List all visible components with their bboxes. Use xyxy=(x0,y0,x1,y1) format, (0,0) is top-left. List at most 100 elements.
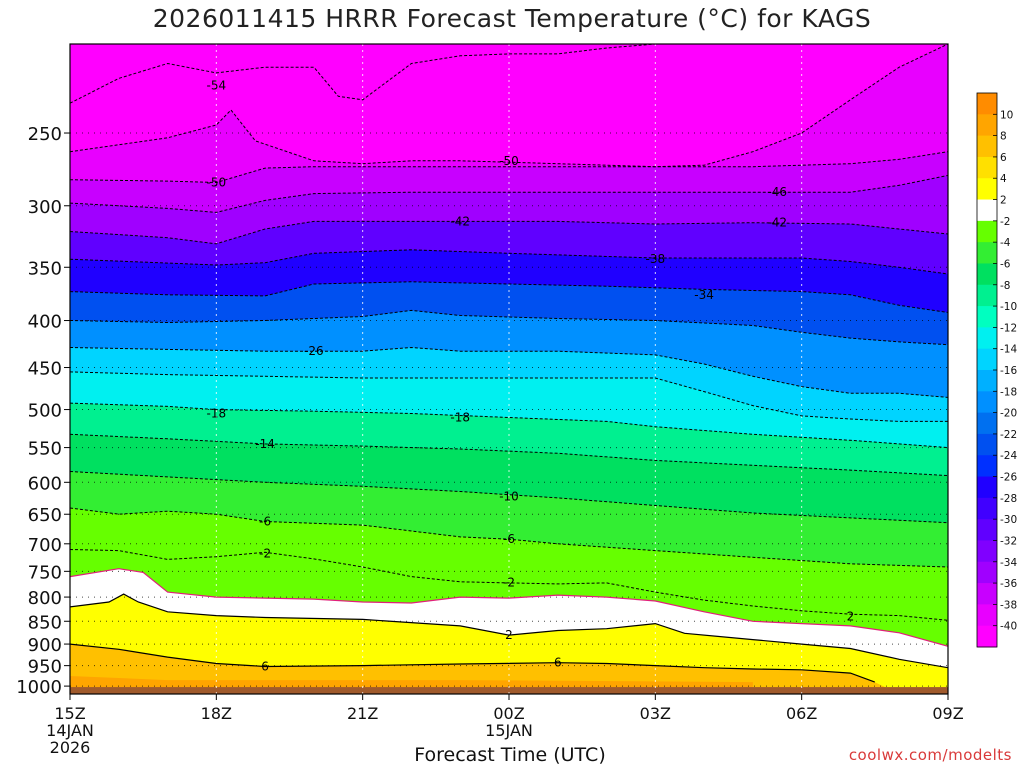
isotherm-label: -2 xyxy=(259,546,271,560)
y-tick-label: 400 xyxy=(28,312,62,333)
colorbar-swatch xyxy=(977,561,997,584)
isotherm-line xyxy=(70,309,948,346)
colorbar-swatch xyxy=(977,220,997,243)
isotherm-label: -42 xyxy=(767,216,787,230)
x-tick-label: 15Z xyxy=(54,704,85,723)
isotherm-line xyxy=(70,151,948,184)
colorbar-label: -30 xyxy=(1000,514,1017,526)
credit-text: coolwx.com/modelts xyxy=(848,746,1012,764)
y-tick-label: 600 xyxy=(28,473,62,494)
colorbar-label: -28 xyxy=(1000,493,1017,505)
x-tick-sublabel: 2026 xyxy=(50,738,91,757)
y-tick-label: 900 xyxy=(28,635,62,656)
isotherm-label: 6 xyxy=(261,659,269,673)
colorbar-swatch xyxy=(977,263,997,286)
isotherm-line xyxy=(70,549,948,621)
isotherm-layer: -54-50-50-46-42 -42-38-34-26-18 -18-14-10-… xyxy=(70,44,948,683)
colorbar-swatch xyxy=(977,306,997,328)
colorbar-label: -2 xyxy=(1000,216,1010,228)
isotherm-label: 6 xyxy=(554,656,562,670)
colorbar: 10 8 6 4 2 -2 -4 -6 -8 -10 -12 -14 -16 -18 -20 -22 -24 -2… xyxy=(976,92,1017,648)
colorbar-swatch xyxy=(977,433,997,456)
chart-title: 2026011415 HRRR Forecast Temperature (°C… xyxy=(152,4,872,33)
colorbar-label: -36 xyxy=(1000,578,1017,590)
isotherm-line xyxy=(70,174,948,213)
isotherm-line xyxy=(70,433,948,477)
colorbar-label: -12 xyxy=(1000,322,1017,334)
colorbar-swatch xyxy=(977,370,997,392)
isotherm-line xyxy=(70,643,876,683)
isotherm-label: -38 xyxy=(646,252,666,266)
isotherm-label: -6 xyxy=(503,532,515,546)
x-tick-sublabel: 14JAN xyxy=(46,721,94,740)
isotherm-label: -14 xyxy=(255,437,275,451)
y-tick-label: 300 xyxy=(28,197,62,218)
colorbar-label: -4 xyxy=(1000,237,1011,249)
isotherm-line xyxy=(70,402,948,449)
colorbar-label: 8 xyxy=(1000,131,1007,143)
isotherm-label: -26 xyxy=(304,344,324,358)
colorbar-swatch xyxy=(977,93,997,115)
ground-fill xyxy=(70,687,948,694)
colorbar-swatch xyxy=(977,583,997,605)
colorbar-swatch xyxy=(977,327,997,350)
y-tick-label: 850 xyxy=(28,612,62,633)
colorbar-swatch xyxy=(977,455,997,478)
isotherm-label: -10 xyxy=(499,490,519,504)
colorbar-label: -40 xyxy=(1000,621,1017,633)
colorbar-label: -32 xyxy=(1000,535,1017,547)
colorbar-label: -10 xyxy=(1000,301,1017,313)
colorbar-label: -20 xyxy=(1000,408,1017,420)
colorbar-swatch xyxy=(977,391,997,414)
colorbar-label: 6 xyxy=(1000,152,1007,164)
colorbar-label: -22 xyxy=(1000,429,1017,441)
isotherm-label: -34 xyxy=(694,288,714,302)
isotherm-label: -50 xyxy=(499,154,519,168)
y-tick-label: 700 xyxy=(28,535,62,556)
colorbar-label: -34 xyxy=(1000,557,1017,569)
isotherm-label: 2 xyxy=(847,610,855,624)
x-tick-sublabel: 15JAN xyxy=(485,721,533,740)
colorbar-label: 10 xyxy=(1000,109,1013,121)
y-tick-label: 800 xyxy=(28,588,62,609)
y-tick-label: 750 xyxy=(28,562,62,583)
colorbar-label: -8 xyxy=(1000,280,1010,292)
y-tick-label: 650 xyxy=(28,505,62,526)
colorbar-label: 2 xyxy=(1000,195,1007,207)
colorbar-swatch xyxy=(977,156,997,179)
isotherm-label: -42 xyxy=(450,214,470,228)
y-tick-label: 500 xyxy=(28,401,62,422)
isotherm-label: -2 xyxy=(503,575,515,589)
freezing-line xyxy=(70,568,948,647)
isotherm-label: -6 xyxy=(259,515,271,529)
isotherm-label: 2 xyxy=(505,628,513,642)
y-tick-label: 250 xyxy=(28,124,62,145)
x-tick-label: 00Z xyxy=(493,704,524,723)
colorbar-swatch xyxy=(977,519,997,541)
x-tick-label: 18Z xyxy=(201,704,232,723)
colorbar-swatch xyxy=(977,348,997,371)
y-tick-label: 950 xyxy=(28,657,62,678)
grid-layer xyxy=(70,44,948,694)
isotherm-line xyxy=(70,44,948,168)
colorbar-swatch xyxy=(977,135,997,158)
x-axis-label: Forecast Time (UTC) xyxy=(414,744,606,766)
x-tick-label: 06Z xyxy=(786,704,817,723)
isotherm-line xyxy=(70,346,948,398)
colorbar-label: -16 xyxy=(1000,365,1017,377)
colorbar-label: 4 xyxy=(1000,173,1007,185)
colorbar-swatch xyxy=(977,540,997,563)
isotherm-line xyxy=(70,371,948,422)
y-tick-label: 350 xyxy=(28,258,62,279)
colorbar-label: -26 xyxy=(1000,472,1017,484)
isotherm-line xyxy=(70,249,948,275)
isotherm-line xyxy=(70,220,948,245)
isotherm-label: -46 xyxy=(767,185,787,199)
x-tick-label: 09Z xyxy=(932,704,963,723)
isotherm-label: -54 xyxy=(207,79,227,93)
colorbar-swatch xyxy=(977,476,997,499)
colorbar-swatch xyxy=(977,625,997,648)
y-tick-label: 450 xyxy=(28,359,62,380)
colorbar-swatch xyxy=(977,284,997,307)
